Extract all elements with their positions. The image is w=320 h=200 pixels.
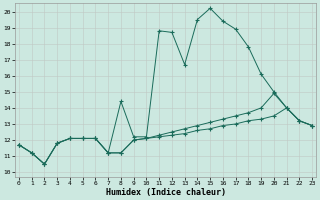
X-axis label: Humidex (Indice chaleur): Humidex (Indice chaleur) xyxy=(106,188,226,197)
